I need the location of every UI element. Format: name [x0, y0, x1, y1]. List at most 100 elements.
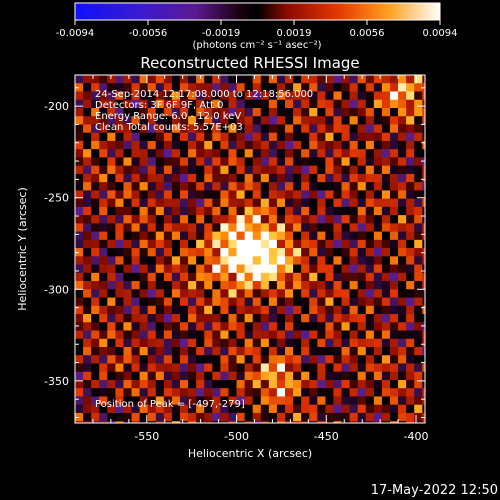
heatmap-cell — [163, 412, 173, 422]
heatmap-cell — [83, 412, 92, 422]
heatmap-cell — [123, 215, 133, 224]
heatmap-cell — [188, 338, 197, 348]
heatmap-cell — [317, 396, 326, 406]
heatmap-cell — [252, 396, 262, 406]
heatmap-cell — [301, 314, 310, 323]
heatmap-cell — [91, 140, 100, 150]
heatmap-cell — [285, 363, 294, 373]
heatmap-cell — [285, 429, 294, 438]
heatmap-cell — [406, 322, 415, 332]
heatmap-cell — [349, 75, 359, 84]
heatmap-cell — [171, 198, 181, 208]
heatmap-cell — [309, 91, 318, 101]
heatmap-cell — [430, 355, 439, 364]
heatmap-cell — [398, 305, 407, 315]
heatmap-cell — [365, 404, 375, 414]
heatmap-cell — [373, 206, 383, 216]
heatmap-cell — [268, 140, 278, 150]
heatmap-cell — [309, 223, 318, 233]
heatmap-cell — [212, 182, 221, 191]
heatmap-cell — [99, 421, 108, 423]
heatmap-cell — [147, 248, 157, 257]
heatmap-cell — [220, 338, 230, 348]
heatmap-cell — [381, 314, 391, 323]
heatmap-cell — [293, 396, 302, 406]
heatmap-cell — [212, 157, 221, 167]
heatmap-cell — [212, 355, 221, 365]
heatmap-cell — [139, 421, 149, 423]
heatmap-cell — [430, 314, 439, 323]
heatmap-cell — [333, 412, 343, 422]
heatmap-cell — [83, 379, 92, 389]
heatmap-cell — [373, 404, 383, 414]
heatmap-cell — [301, 404, 310, 414]
heatmap-cell — [75, 231, 84, 241]
heatmap-cell — [349, 182, 359, 191]
heatmap-cell — [244, 346, 254, 356]
heatmap-cell — [75, 305, 84, 315]
heatmap-cell — [285, 99, 294, 109]
heatmap-cell — [365, 421, 375, 423]
heatmap-cell — [123, 182, 133, 191]
heatmap-cell — [163, 198, 173, 208]
heatmap-cell — [131, 346, 141, 356]
heatmap-cell — [333, 379, 343, 389]
heatmap-cell — [390, 363, 399, 373]
heatmap-cell — [180, 338, 189, 348]
heatmap-cell — [252, 355, 262, 365]
heatmap-cell — [390, 248, 399, 257]
heatmap-cell — [171, 379, 181, 389]
heatmap-cell — [236, 346, 246, 356]
heatmap-cell — [171, 355, 181, 365]
heatmap-cell — [139, 248, 149, 257]
heatmap-cell — [430, 166, 439, 175]
heatmap-cell — [91, 429, 100, 438]
heatmap-cell — [268, 223, 278, 233]
heatmap-cell — [390, 132, 399, 142]
heatmap-cell — [317, 107, 326, 117]
heatmap-cell — [373, 165, 383, 175]
heatmap-cell — [293, 91, 302, 101]
heatmap-cell — [341, 421, 351, 423]
heatmap-cell — [398, 322, 407, 332]
heatmap-cell — [220, 198, 230, 208]
heatmap-cell — [99, 231, 108, 241]
heatmap-cell — [204, 421, 213, 423]
heatmap-cell — [268, 412, 278, 422]
heatmap-cell — [381, 388, 391, 398]
heatmap-cell — [381, 264, 391, 274]
heatmap-cell — [204, 223, 213, 233]
heatmap-cell — [171, 239, 181, 249]
heatmap-cell — [204, 256, 213, 266]
heatmap-cell — [285, 231, 294, 241]
heatmap-cell — [293, 404, 302, 414]
heatmap-cell — [317, 157, 326, 167]
heatmap-cell — [341, 281, 351, 290]
heatmap-cell — [317, 198, 326, 208]
heatmap-cell — [398, 132, 407, 142]
heatmap-cell — [293, 223, 302, 233]
heatmap-cell — [171, 149, 181, 159]
heatmap-cell — [260, 190, 270, 200]
heatmap-cell — [147, 124, 157, 134]
heatmap-cell — [91, 149, 100, 159]
heatmap-cell — [220, 99, 230, 109]
heatmap-cell — [293, 215, 302, 224]
heatmap-cell — [107, 248, 116, 257]
heatmap-cell — [398, 140, 407, 150]
heatmap-cell — [180, 140, 189, 150]
heatmap-cell — [422, 379, 425, 389]
heatmap-cell — [236, 355, 246, 365]
heatmap-cell — [115, 412, 125, 422]
heatmap-cell — [365, 132, 375, 142]
heatmap-cell — [430, 157, 439, 166]
heatmap-cell — [276, 182, 286, 191]
heatmap-cell — [131, 396, 141, 406]
heatmap-cell — [147, 322, 157, 332]
heatmap-cell — [373, 215, 383, 224]
heatmap-cell — [341, 157, 351, 167]
heatmap-cell — [220, 173, 230, 183]
heatmap-cell — [357, 165, 367, 175]
heatmap-cell — [325, 91, 335, 101]
heatmap-cell — [155, 182, 165, 191]
